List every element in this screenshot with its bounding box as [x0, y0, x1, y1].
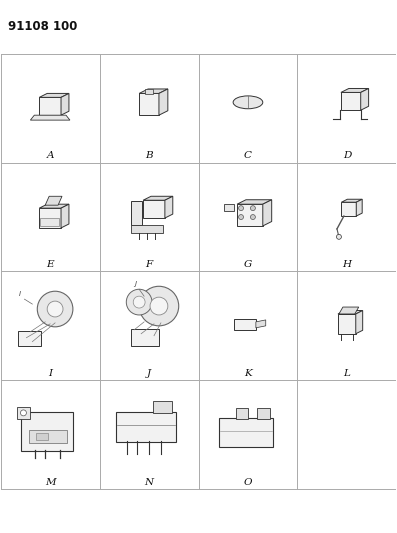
Polygon shape [61, 204, 69, 228]
FancyBboxPatch shape [21, 412, 73, 451]
Polygon shape [338, 314, 356, 334]
Polygon shape [39, 204, 69, 208]
Polygon shape [341, 202, 356, 216]
Polygon shape [39, 93, 69, 98]
Circle shape [150, 297, 168, 315]
Polygon shape [356, 311, 363, 334]
FancyBboxPatch shape [145, 89, 154, 94]
Ellipse shape [233, 96, 263, 109]
Text: F: F [145, 260, 153, 269]
Polygon shape [61, 93, 69, 115]
Text: N: N [145, 478, 154, 487]
FancyBboxPatch shape [29, 430, 67, 443]
Text: 91108 100: 91108 100 [8, 20, 77, 33]
Polygon shape [224, 204, 234, 211]
Text: I: I [19, 291, 21, 297]
Polygon shape [39, 98, 61, 115]
Polygon shape [237, 204, 263, 226]
Text: K: K [244, 369, 252, 378]
Polygon shape [17, 407, 30, 419]
Circle shape [37, 291, 73, 327]
Circle shape [126, 289, 152, 315]
Polygon shape [237, 200, 272, 204]
FancyBboxPatch shape [233, 319, 256, 330]
Circle shape [251, 215, 255, 220]
FancyBboxPatch shape [40, 217, 58, 227]
Polygon shape [139, 89, 168, 93]
Text: J: J [134, 281, 136, 287]
Circle shape [47, 301, 63, 317]
Text: C: C [244, 151, 252, 160]
Circle shape [139, 286, 179, 326]
FancyBboxPatch shape [36, 433, 48, 440]
Circle shape [21, 410, 27, 416]
Text: I: I [48, 369, 52, 378]
Polygon shape [356, 199, 362, 216]
Text: M: M [45, 478, 56, 487]
FancyBboxPatch shape [131, 329, 160, 346]
Polygon shape [341, 199, 362, 202]
Text: H: H [342, 260, 351, 269]
FancyBboxPatch shape [257, 408, 270, 419]
FancyBboxPatch shape [235, 408, 249, 419]
FancyBboxPatch shape [154, 400, 172, 414]
Polygon shape [159, 89, 168, 115]
Polygon shape [143, 200, 165, 218]
Polygon shape [165, 196, 173, 218]
Circle shape [133, 296, 145, 308]
Polygon shape [131, 201, 142, 225]
Circle shape [239, 215, 243, 220]
Polygon shape [341, 92, 361, 110]
FancyBboxPatch shape [116, 412, 176, 441]
FancyBboxPatch shape [219, 418, 273, 448]
Polygon shape [341, 88, 368, 92]
Polygon shape [361, 88, 368, 110]
Circle shape [251, 206, 255, 211]
Polygon shape [139, 93, 159, 115]
Text: G: G [244, 260, 252, 269]
Text: J: J [147, 369, 151, 378]
FancyBboxPatch shape [18, 332, 41, 346]
Polygon shape [30, 115, 70, 120]
Text: E: E [46, 260, 54, 269]
Circle shape [337, 235, 341, 239]
Text: O: O [244, 478, 252, 487]
Text: A: A [46, 151, 54, 160]
Polygon shape [338, 311, 363, 314]
Text: D: D [343, 151, 351, 160]
Text: B: B [145, 151, 153, 160]
Polygon shape [131, 225, 163, 233]
Polygon shape [45, 196, 62, 205]
Polygon shape [256, 320, 266, 328]
Circle shape [239, 206, 243, 211]
Text: L: L [343, 369, 350, 378]
Polygon shape [143, 196, 173, 200]
Polygon shape [339, 307, 359, 314]
Polygon shape [263, 200, 272, 226]
Polygon shape [39, 208, 61, 228]
